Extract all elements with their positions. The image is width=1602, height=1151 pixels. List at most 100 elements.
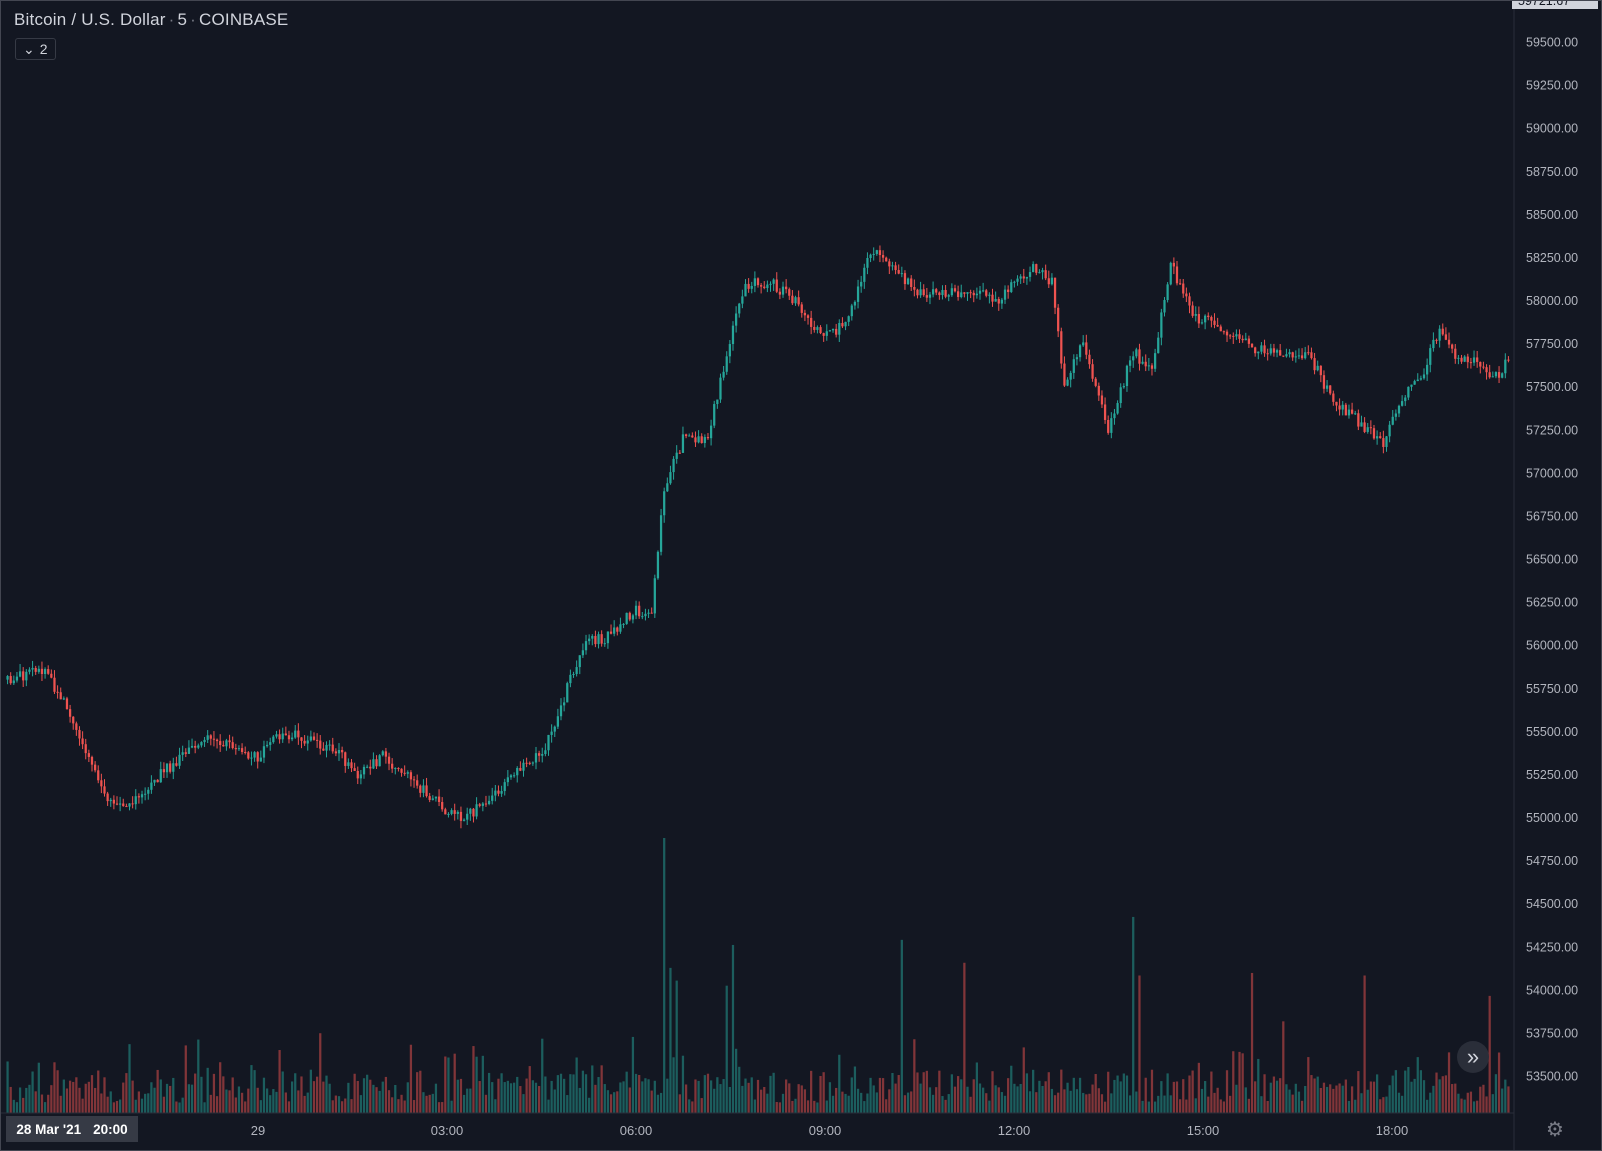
volume-bar	[1225, 1070, 1229, 1113]
candle-body	[144, 793, 147, 795]
candle-body	[1204, 315, 1207, 323]
volume-bar	[428, 1094, 431, 1113]
candle-body	[125, 806, 128, 808]
candle-body	[175, 763, 178, 766]
title-separator: ·	[190, 10, 196, 29]
volume-bar	[1019, 1084, 1022, 1113]
volume-bar	[616, 1091, 619, 1113]
candle-body	[162, 769, 166, 773]
volume-bar	[847, 1095, 850, 1113]
candle-body	[287, 735, 291, 740]
volume-bar	[631, 1036, 635, 1113]
candle-body	[187, 747, 191, 754]
volume-bar	[922, 1072, 925, 1113]
volume-bar	[891, 1072, 894, 1113]
candle-body	[659, 515, 663, 552]
volume-bar	[1182, 1079, 1185, 1113]
volume-bar	[888, 1089, 891, 1113]
volume-bar	[466, 1088, 469, 1113]
price-axis[interactable]: 59500.00 59250.00 59000.00 58750.00 58500.00…	[1526, 36, 1578, 1084]
volume-bar	[234, 1097, 237, 1113]
candle-body	[391, 763, 394, 769]
candle-body	[40, 668, 44, 674]
candle-body	[1451, 344, 1454, 349]
candle-body	[25, 671, 28, 681]
candle-body	[894, 265, 897, 271]
price-tick-label: 55250.00	[1526, 768, 1578, 782]
volume-bar	[966, 1086, 969, 1113]
volume-bar	[734, 1048, 738, 1113]
candle-body	[478, 804, 481, 806]
indicators-toggle-button[interactable]: ⌄ 2	[15, 38, 56, 60]
candle-body	[838, 322, 841, 335]
volume-bar	[1488, 995, 1491, 1113]
candle-body	[1275, 350, 1279, 353]
volume-bar	[725, 985, 728, 1113]
volume-bar	[1354, 1099, 1357, 1113]
scroll-to-realtime-button[interactable]: »	[1457, 1041, 1489, 1073]
candle-body	[1438, 328, 1441, 341]
candle-body	[169, 763, 172, 772]
candle-body	[1010, 282, 1013, 293]
volume-bar	[115, 1100, 119, 1113]
volume-bar	[566, 1095, 569, 1113]
candle-body	[441, 802, 444, 810]
candle-body	[869, 254, 872, 259]
volume-bar	[1501, 1088, 1504, 1113]
candle-body	[569, 674, 572, 684]
volume-bar	[75, 1077, 78, 1113]
volume-bar	[362, 1078, 366, 1113]
volume-bar	[22, 1097, 25, 1113]
price-candles	[6, 245, 1510, 829]
volume-bar	[1375, 1074, 1379, 1113]
candle-body	[231, 742, 234, 749]
volume-bar	[1110, 1093, 1113, 1113]
candle-body	[1444, 334, 1448, 340]
volume-bar	[619, 1082, 622, 1113]
volume-bar	[866, 1093, 869, 1113]
candle-body	[609, 631, 613, 634]
volume-bar	[375, 1087, 378, 1113]
candle-body	[1135, 349, 1138, 357]
volume-bar	[456, 1079, 459, 1113]
candle-body	[1103, 404, 1107, 420]
volume-bar	[1066, 1082, 1069, 1113]
candle-body	[716, 399, 719, 405]
candle-body	[913, 286, 916, 290]
candle-body	[897, 270, 900, 274]
volume-bar	[1200, 1088, 1204, 1113]
volume-bar	[412, 1100, 416, 1113]
candle-body	[1132, 356, 1135, 361]
volume-bar	[1032, 1069, 1035, 1113]
candle-body	[966, 292, 969, 294]
volume-bar	[747, 1082, 750, 1113]
candle-body	[1094, 378, 1097, 386]
volume-bar	[212, 1073, 216, 1113]
price-tick-label: 56250.00	[1526, 596, 1578, 610]
candle-body	[431, 798, 434, 800]
candle-body	[872, 253, 875, 255]
symbol-title[interactable]: Bitcoin / U.S. Dollar · 5 · COINBASE	[14, 10, 288, 30]
candle-body	[931, 289, 935, 295]
candle-body	[1354, 413, 1357, 415]
volume-bar	[572, 1074, 575, 1113]
volume-bar	[1447, 1052, 1451, 1113]
candle-body	[334, 751, 338, 754]
candle-body	[1175, 266, 1179, 284]
volume-bar	[1007, 1078, 1010, 1113]
volume-bar	[53, 1062, 56, 1113]
volume-bar	[1041, 1085, 1044, 1113]
candle-body	[140, 794, 144, 798]
time-axis[interactable]: 29 03:00 06:00 09:00 12:00 15:00 18:00	[251, 1123, 1409, 1138]
candle-body	[1379, 436, 1382, 439]
volume-bar	[281, 1071, 284, 1113]
chart-settings-button[interactable]: ⚙	[1544, 1118, 1566, 1141]
candle-body	[619, 624, 622, 632]
candle-body	[1429, 348, 1432, 365]
volume-bar	[178, 1102, 181, 1113]
price-tick-label: 59500.00	[1526, 36, 1578, 50]
candle-body	[159, 769, 162, 783]
volume-bar	[512, 1082, 516, 1113]
volume-bar	[803, 1089, 807, 1113]
